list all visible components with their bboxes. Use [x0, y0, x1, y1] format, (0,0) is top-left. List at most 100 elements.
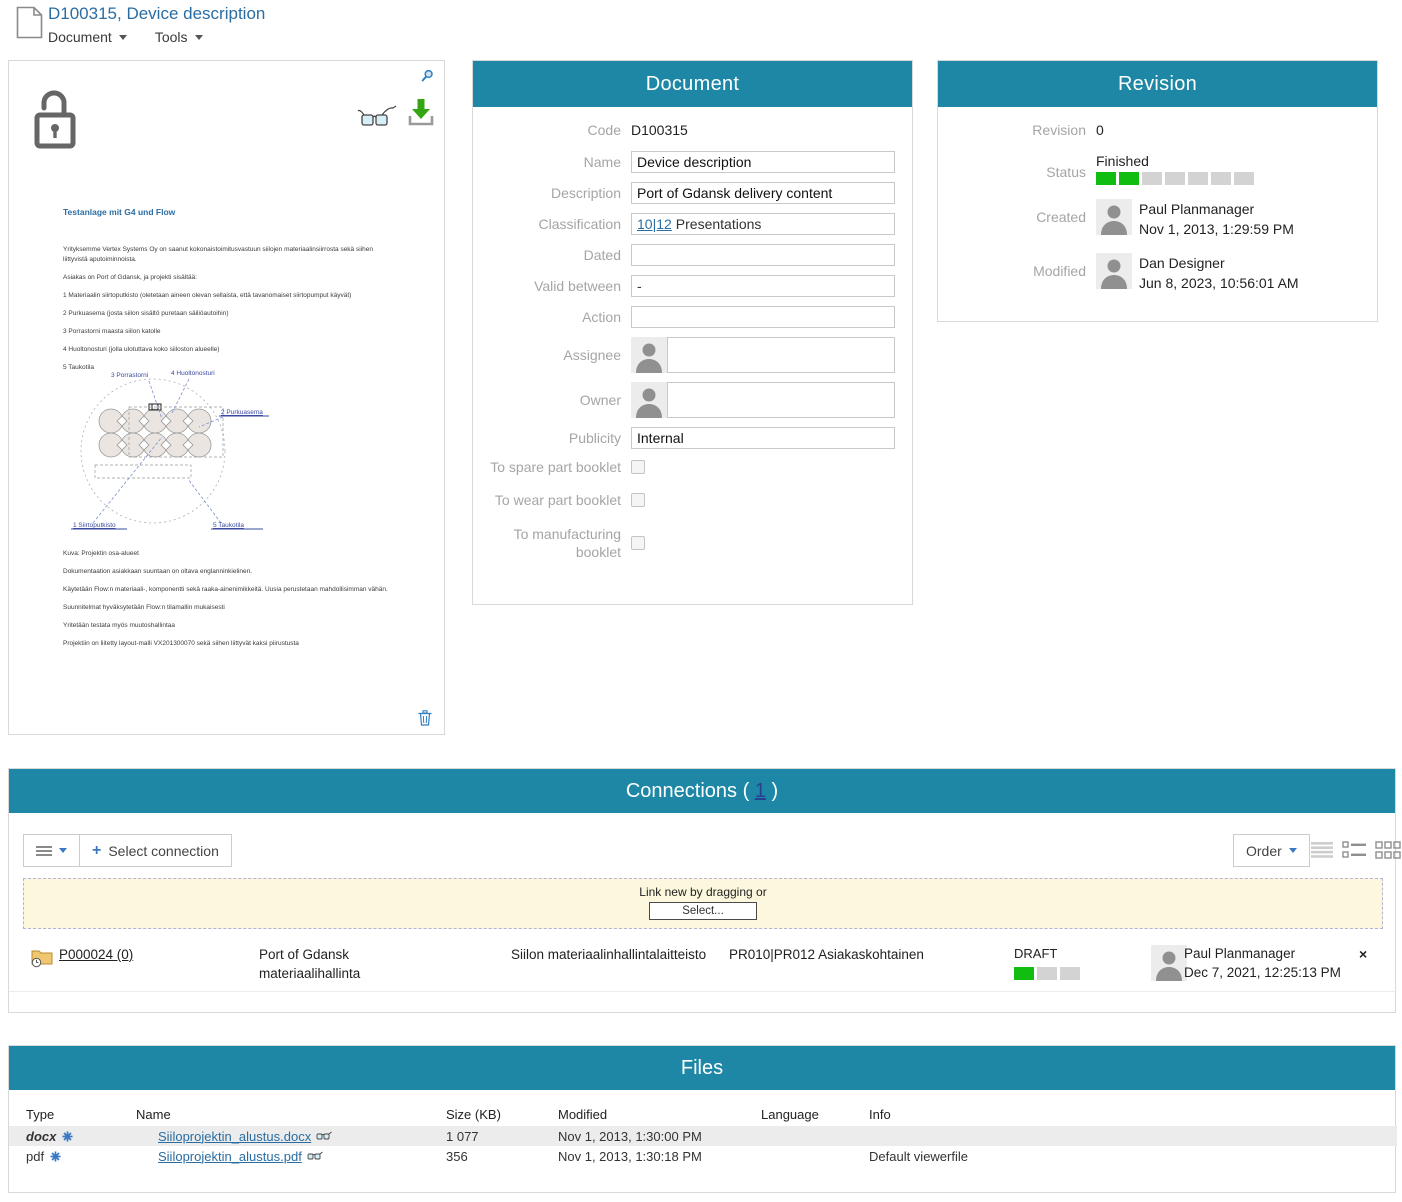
wear-part-booklet-label: To wear part booklet: [494, 492, 621, 509]
col-name: Name: [136, 1106, 171, 1122]
svg-text:4 Huoltonosturi: 4 Huoltonosturi: [171, 370, 215, 377]
col-type: Type: [26, 1106, 55, 1122]
valid-between-label: Valid between: [534, 278, 621, 295]
action-label: Action: [582, 309, 621, 326]
file-link[interactable]: Siiloprojektin_alustus.docx: [158, 1128, 312, 1144]
connection-row[interactable]: P000024 (0) Port of Gdansk materiaalihal…: [9, 935, 1397, 992]
view-list-icon[interactable]: [1311, 841, 1333, 859]
gear-icon[interactable]: [50, 1150, 61, 1162]
connection-status-bar: [1014, 966, 1080, 980]
col-info: Info: [869, 1106, 891, 1122]
created-user: Paul Planmanager: [1139, 201, 1255, 218]
remove-connection-button[interactable]: ×: [1359, 946, 1368, 962]
file-row[interactable]: pdf Siiloprojektin_alustus.pdf 356 Nov 1…: [26, 1148, 968, 1164]
col-language: Language: [761, 1106, 819, 1122]
glasses-icon[interactable]: [316, 1131, 333, 1141]
view-grid-icon[interactable]: [1375, 841, 1401, 859]
revision-value: 0: [1096, 122, 1104, 139]
person-icon: [631, 382, 667, 419]
folder-clock-icon: [31, 948, 53, 968]
trash-icon[interactable]: [418, 710, 432, 726]
svg-text:3 Porrastorni: 3 Porrastorni: [111, 372, 148, 379]
glasses-icon[interactable]: [307, 1151, 324, 1161]
file-link[interactable]: Siiloprojektin_alustus.pdf: [158, 1148, 302, 1164]
publicity-field[interactable]: [631, 427, 895, 450]
view-mode-icons: [1311, 841, 1401, 859]
chevron-down-icon: [59, 848, 67, 853]
valid-between-field[interactable]: -: [631, 275, 895, 298]
revision-label: Revision: [1032, 122, 1086, 138]
link-dropzone[interactable]: Link new by dragging or Select...: [23, 878, 1383, 929]
view-details-icon[interactable]: [1342, 841, 1366, 859]
chevron-down-icon: [118, 34, 127, 40]
connection-status: DRAFT: [1014, 945, 1080, 980]
page-title: D100315, Device description: [48, 4, 266, 23]
menu-document[interactable]: Document: [48, 29, 127, 45]
col-size: Size (KB): [446, 1106, 501, 1122]
description-field[interactable]: [631, 182, 895, 205]
doc-thumbnail-title: Testanlage mit G4 und Flow: [63, 207, 176, 217]
menu-icon: [36, 845, 52, 857]
connections-section: Connections ( 1 ) + Select connection Or…: [8, 768, 1401, 1013]
spare-part-booklet-label: To spare part booklet: [490, 459, 621, 476]
dated-field[interactable]: [631, 244, 895, 267]
file-row[interactable]: docx Siiloprojektin_alustus.docx 1 077 N…: [9, 1126, 1397, 1146]
connection-classification: PR010|PR012 Asiakaskohtainen: [729, 947, 924, 962]
unlocked-icon: [31, 89, 79, 149]
doc-thumbnail-diagram: 3 Porrastorni 4 Huoltonosturi 2 Purkuase…: [69, 361, 279, 541]
dropzone-select-button[interactable]: Select...: [649, 902, 757, 920]
assignee-field[interactable]: [667, 337, 895, 374]
select-connection-button[interactable]: + Select connection: [80, 834, 232, 867]
chevron-down-icon: [1288, 848, 1297, 853]
svg-text:5 Taukotila: 5 Taukotila: [213, 522, 244, 529]
order-button[interactable]: Order: [1233, 834, 1310, 867]
manufacturing-booklet-label: To manufacturing booklet: [513, 525, 621, 560]
assignee-label: Assignee: [563, 347, 621, 364]
status-progress-bar: [1096, 172, 1254, 186]
created-date: Nov 1, 2013, 1:29:59 PM: [1139, 221, 1294, 238]
dropzone-text: Link new by dragging or: [639, 885, 767, 899]
connections-menu-button[interactable]: [23, 834, 80, 867]
code-value: D100315: [631, 122, 688, 139]
connections-count-link[interactable]: 1: [754, 780, 766, 802]
person-icon: [631, 337, 667, 374]
classification-field[interactable]: 10|12 Presentations: [631, 213, 895, 236]
classification-label: Classification: [538, 216, 621, 233]
classification-link[interactable]: 10|12: [637, 216, 672, 233]
action-field[interactable]: [631, 306, 895, 329]
preview-panel[interactable]: Testanlage mit G4 und Flow Yrityksemme V…: [8, 60, 445, 735]
svg-text:2 Purkuasema: 2 Purkuasema: [221, 409, 263, 416]
person-icon: [1096, 252, 1132, 289]
wear-part-booklet-checkbox[interactable]: [631, 493, 645, 508]
spare-part-booklet-checkbox[interactable]: [631, 460, 645, 475]
status-value: Finished: [1096, 153, 1149, 170]
document-panel-title: Document: [473, 61, 912, 107]
person-icon: [1096, 199, 1132, 236]
created-label: Created: [1036, 209, 1086, 226]
connections-header: Connections ( 1 ): [9, 769, 1395, 813]
connection-code-link[interactable]: P000024 (0): [59, 947, 134, 962]
files-section: Files Type Name Size (KB) Modified Langu…: [8, 1045, 1397, 1193]
code-label: Code: [587, 122, 621, 138]
description-label: Description: [550, 185, 621, 202]
name-field[interactable]: [631, 151, 895, 174]
connection-user-block: Paul Planmanager Dec 7, 2021, 12:25:13 P…: [1184, 946, 1341, 980]
revision-panel: Revision Revision 0 Status Finished Crea…: [937, 60, 1378, 322]
menubar: Document Tools: [48, 29, 203, 45]
chevron-down-icon: [194, 34, 203, 40]
svg-text:1 Siirtoputkisto: 1 Siirtoputkisto: [73, 522, 116, 529]
gear-icon[interactable]: [62, 1130, 73, 1142]
connection-project-name: Port of Gdansk materiaalihallinta: [259, 947, 361, 981]
person-icon: [1151, 945, 1187, 981]
dated-label: Dated: [583, 247, 621, 264]
manufacturing-booklet-checkbox[interactable]: [631, 535, 645, 550]
zoom-icon[interactable]: [420, 69, 434, 83]
document-panel: Document Code D100315 Name Description C…: [472, 60, 913, 605]
owner-field[interactable]: [667, 382, 895, 419]
classification-text: Presentations: [675, 216, 762, 233]
download-icon[interactable]: [407, 97, 435, 127]
menu-tools[interactable]: Tools: [155, 29, 203, 45]
plus-icon: +: [92, 841, 102, 859]
files-table-header: Type Name Size (KB) Modified Language In…: [9, 1102, 1397, 1126]
glasses-icon[interactable]: [357, 105, 399, 129]
